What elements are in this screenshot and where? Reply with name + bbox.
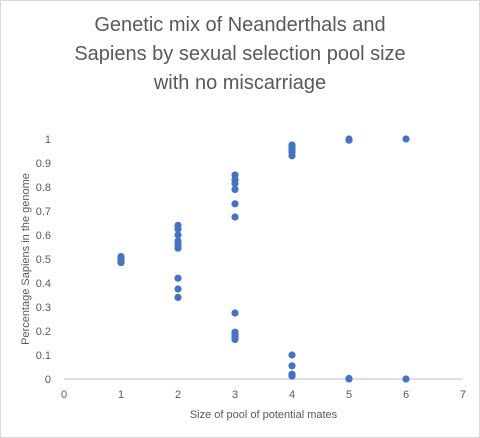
x-tick-label: 0 [61,389,67,401]
data-point [288,372,296,380]
x-tick-label: 2 [175,389,181,401]
data-point [345,375,353,383]
y-tick-label: 0.6 [36,230,51,242]
y-tick-label: 0.8 [36,182,51,194]
data-point [231,179,239,187]
data-point [174,225,182,233]
x-tick-labels: 0 1 2 3 4 5 6 7 [61,389,466,401]
x-tick-label: 4 [289,389,295,401]
data-point [117,259,125,267]
x-tick-label: 5 [346,389,352,401]
x-tick-label: 7 [460,389,466,401]
data-point [231,185,239,193]
x-tick-label: 1 [118,389,124,401]
data-point [402,135,410,143]
x-axis-title: Size of pool of potential mates [190,409,338,421]
chart-title: Genetic mix of Neanderthals and Sapiens … [1,11,479,98]
chart-title-line-3: with no miscarriage [153,72,327,94]
data-point [231,200,239,208]
y-axis-title: Percentage Sapiens in the genome [20,173,32,345]
y-tick-labels: 0 0.1 0.2 0.3 0.4 0.5 0.6 0.7 0.8 0.9 1 [36,134,51,386]
data-point [174,244,182,252]
data-point [288,152,296,160]
data-point [174,285,182,293]
data-point [231,309,239,317]
y-tick-label: 1 [45,134,51,146]
chart-title-line-2: Sapiens by sexual selection pool size [74,43,406,65]
data-point [174,274,182,282]
x-tick-label: 6 [403,389,409,401]
y-tick-label: 0.1 [36,350,51,362]
data-point [231,213,239,221]
x-tick-label: 3 [232,389,238,401]
y-tick-label: 0.7 [36,206,51,218]
data-points [117,135,410,383]
y-tick-label: 0.5 [36,254,51,266]
data-point [288,351,296,359]
data-point [402,375,410,383]
data-point [288,362,296,370]
chart-title-line-1: Genetic mix of Neanderthals and [94,14,386,36]
y-tick-label: 0.3 [36,302,51,314]
y-tick-label: 0 [45,374,51,386]
y-tick-label: 0.9 [36,158,51,170]
data-point [174,293,182,301]
data-point [231,335,239,343]
data-point [345,136,353,144]
data-point [174,231,182,239]
y-tick-label: 0.4 [36,278,51,290]
y-tick-label: 0.2 [36,326,51,338]
